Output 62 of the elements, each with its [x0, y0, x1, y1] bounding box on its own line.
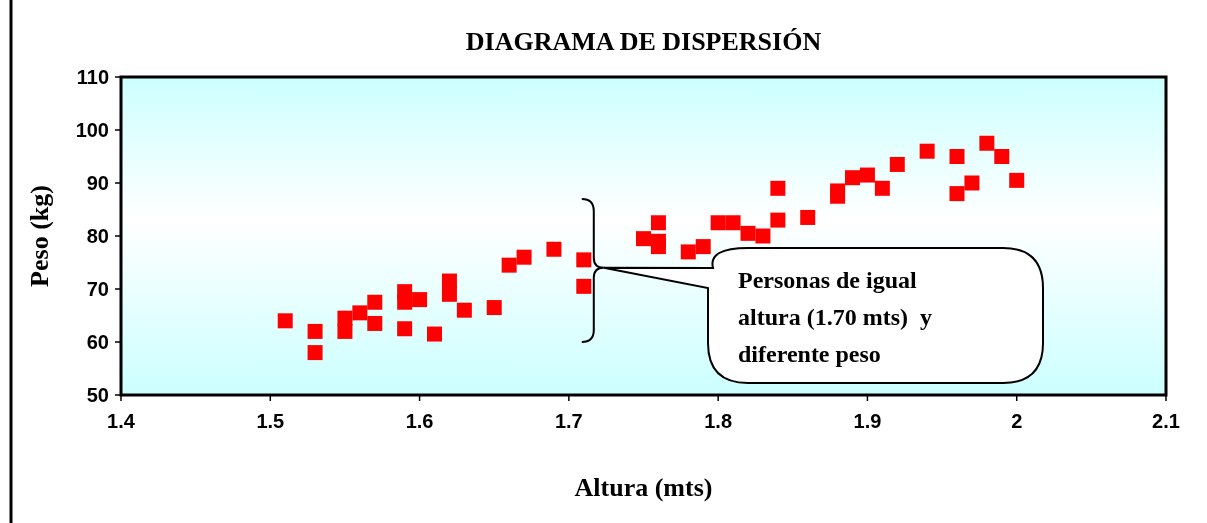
point: [501, 257, 517, 273]
point: [994, 149, 1010, 164]
point: [949, 186, 965, 202]
point: [441, 286, 457, 302]
point: [1009, 172, 1025, 188]
point: [337, 323, 353, 339]
point: [576, 252, 592, 268]
point: [367, 294, 383, 310]
point: [576, 278, 592, 294]
point: [949, 149, 965, 164]
point: [546, 241, 562, 257]
point: [695, 239, 711, 255]
point: [650, 239, 666, 255]
chart-title: DIAGRAMA DE DISPERSIÓN: [465, 27, 822, 56]
x-tick-label: 1.4: [107, 410, 136, 432]
point: [427, 326, 442, 342]
point: [486, 300, 502, 316]
y-tick-label: 100: [75, 119, 109, 141]
y-axis-title: Peso (kg): [25, 185, 54, 287]
y-tick-label: 70: [86, 278, 109, 300]
point: [397, 321, 413, 337]
x-tick-label: 1.6: [405, 410, 434, 432]
point: [516, 249, 532, 265]
point: [770, 212, 786, 228]
point: [725, 215, 741, 231]
point: [800, 209, 816, 225]
point: [636, 231, 651, 247]
point: [964, 175, 980, 191]
point: [397, 294, 413, 310]
x-tick-label: 1.8: [704, 410, 733, 432]
point: [680, 244, 696, 260]
x-axis-title: Altura (mts): [574, 473, 713, 502]
point: [367, 315, 383, 331]
point: [889, 156, 905, 172]
point: [874, 180, 890, 196]
x-tick-label: 2: [1011, 410, 1023, 432]
point: [710, 215, 726, 231]
point: [859, 167, 875, 183]
point: [307, 345, 323, 361]
y-tick-label: 50: [86, 384, 109, 406]
y-tick-label: 80: [86, 225, 109, 247]
point: [740, 225, 756, 241]
point: [845, 170, 860, 186]
point: [650, 215, 666, 231]
point: [352, 305, 368, 321]
point: [770, 180, 786, 196]
y-tick-label: 110: [76, 66, 109, 88]
x-tick-label: 1.5: [256, 410, 285, 432]
point: [830, 183, 846, 199]
x-tick-label: 1.9: [853, 410, 882, 432]
point: [456, 302, 472, 318]
x-tick-label: 1.7: [554, 410, 583, 432]
y-tick-label: 60: [86, 331, 109, 353]
point: [412, 292, 428, 308]
point: [979, 135, 995, 151]
point: [919, 143, 935, 159]
annotation: Personas de igual altura (1.70 mts) y diferente peso: [738, 267, 932, 367]
point: [755, 228, 771, 244]
y-tick-label: 90: [86, 172, 109, 194]
point: [277, 313, 293, 329]
x-tick-label: 2.1: [1152, 410, 1180, 432]
point: [307, 323, 323, 339]
